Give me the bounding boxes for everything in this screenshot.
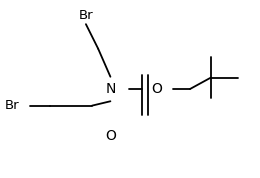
Text: N: N xyxy=(105,82,116,96)
Text: O: O xyxy=(152,82,162,96)
Text: Br: Br xyxy=(79,9,93,22)
Text: Br: Br xyxy=(5,99,20,112)
Text: O: O xyxy=(105,129,116,143)
